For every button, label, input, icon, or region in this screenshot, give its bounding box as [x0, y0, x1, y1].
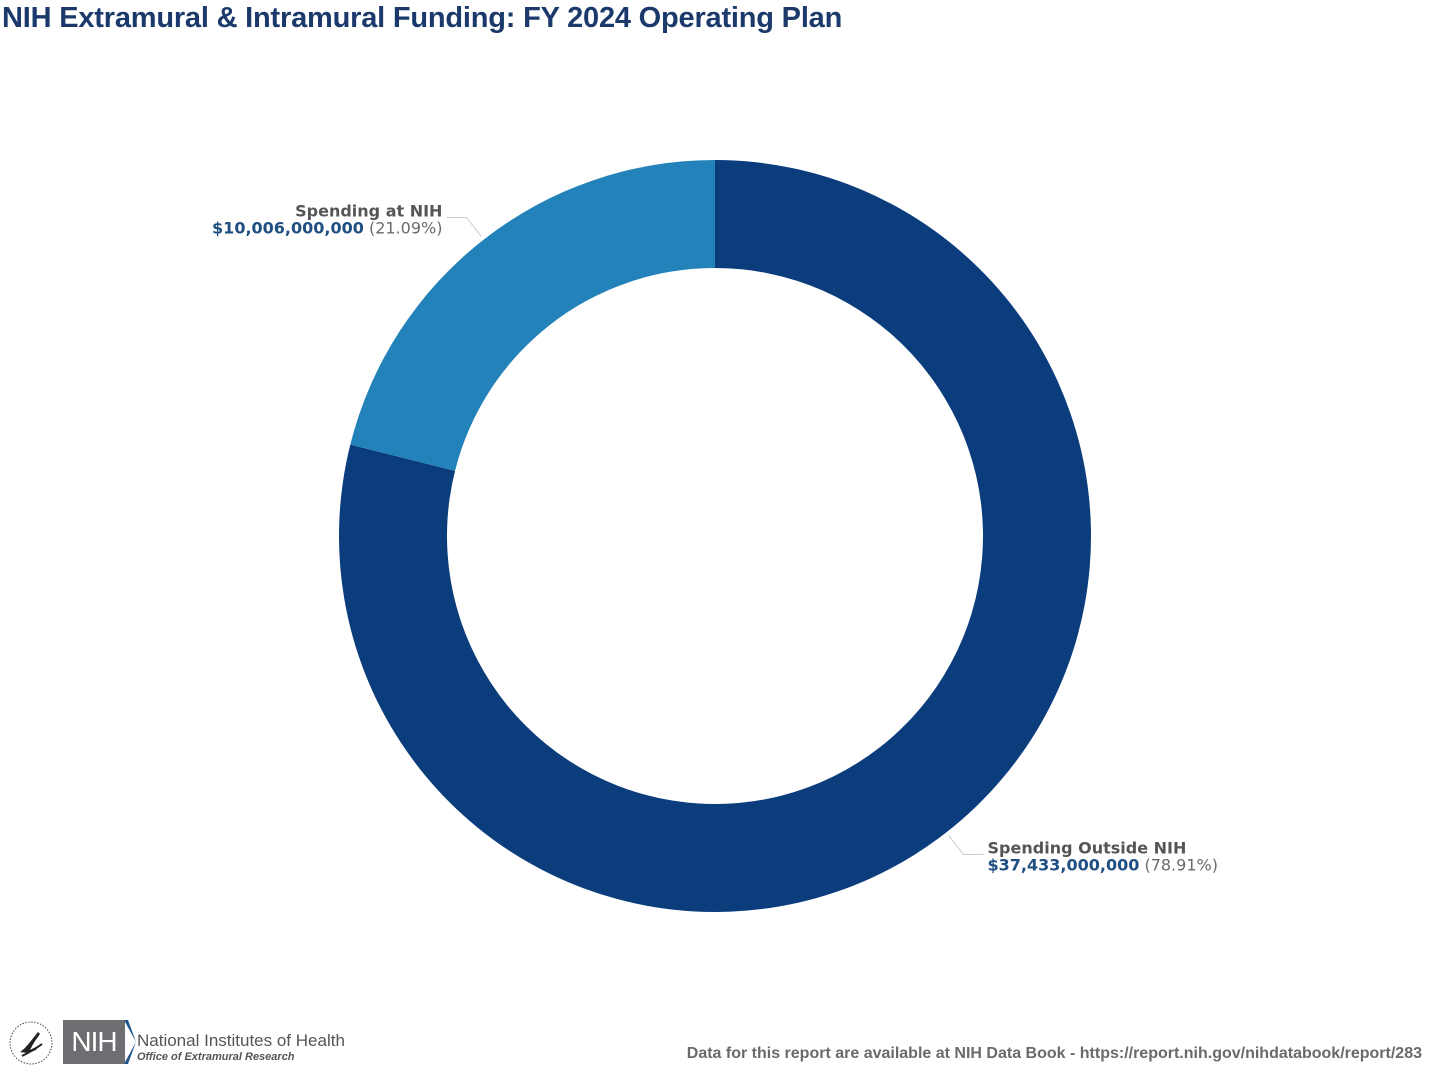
slice-value-0: $37,433,000,000 — [988, 856, 1140, 875]
slice-label-name-0: Spending Outside NIH — [988, 839, 1187, 858]
donut-chart: Spending Outside NIH$37,433,000,000 (78.… — [212, 160, 1218, 912]
slice-percent-1: (21.09%) — [364, 218, 443, 237]
slice-percent-0: (78.91%) — [1139, 856, 1218, 875]
hhs-seal-icon — [9, 1021, 53, 1065]
slice-label-name-1: Spending at NIH — [295, 201, 442, 220]
donut-slice-1 — [350, 160, 715, 471]
data-source-note: Data for this report are available at NI… — [686, 1045, 1422, 1062]
slice-value-1: $10,006,000,000 — [212, 218, 364, 237]
slice-label-value-1: $10,006,000,000 (21.09%) — [212, 218, 442, 237]
chevron-right-icon — [124, 1020, 136, 1064]
office-name: Office of Extramural Research — [137, 1051, 295, 1063]
nih-logo: NIH National Institutes of Health Office… — [8, 1018, 353, 1068]
chart-title: NIH Extramural & Intramural Funding: FY … — [2, 2, 843, 34]
nih-logo-text: NIH — [63, 1020, 125, 1064]
institute-name: National Institutes of Health — [137, 1031, 345, 1050]
slice-label-value-0: $37,433,000,000 (78.91%) — [988, 856, 1218, 875]
leader-line-1 — [446, 216, 482, 237]
leader-line-0 — [948, 835, 984, 856]
